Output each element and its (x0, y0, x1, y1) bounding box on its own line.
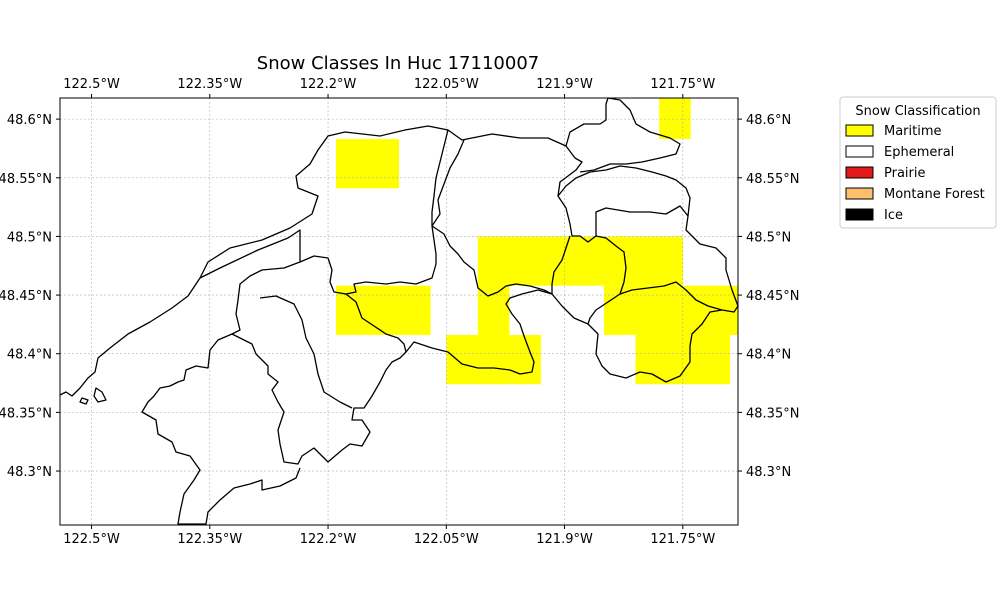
legend-entry-label: Montane Forest (884, 187, 985, 202)
legend-swatch (845, 208, 874, 221)
y-tick-label-left: 48.3°N (7, 465, 52, 480)
y-tick-label-right: 48.45°N (746, 289, 799, 304)
x-tick-label-bottom: 121.9°W (536, 532, 593, 547)
y-tick-label-right: 48.55°N (746, 172, 799, 187)
legend-swatch (845, 187, 874, 200)
maritime-cells (335, 98, 738, 385)
y-tick-label-left: 48.35°N (0, 406, 52, 421)
divide-north (431, 129, 449, 226)
legend-frame (839, 96, 997, 229)
x-tick-label-bottom: 122.35°W (177, 532, 242, 547)
x-tick-label-top: 121.9°W (536, 77, 593, 92)
gridlines (60, 98, 738, 525)
watershed-boundaries (59, 97, 739, 525)
x-tick-label-bottom: 122.2°W (300, 532, 357, 547)
islet (79, 397, 89, 405)
x-tick-label-bottom: 122.05°W (414, 532, 479, 547)
maritime-cell (659, 98, 691, 140)
maritime-cell (603, 285, 738, 335)
map-frame (59, 97, 739, 526)
legend-entries: Maritime Ephemeral Prairie Montane Forest Ic… (845, 124, 985, 223)
y-tick-label-left: 48.4°N (7, 348, 52, 363)
x-tick-label-top: 122.05°W (414, 77, 479, 92)
maritime-cell (335, 139, 399, 189)
map-title: Snow Classes In Huc 17110007 (257, 53, 539, 74)
x-tick-label-bottom: 122.5°W (63, 532, 120, 547)
y-tick-label-right: 48.35°N (746, 406, 799, 421)
basin-outline (59, 125, 739, 525)
divide-central (345, 293, 407, 353)
maritime-cell (446, 334, 541, 385)
legend: Snow Classification Maritime Ephemeral Pra… (839, 96, 997, 229)
divide-west-1 (199, 229, 301, 335)
divide-northeast-1 (557, 165, 691, 217)
x-tick-label-top: 122.35°W (177, 77, 242, 92)
divide-middle (431, 225, 553, 297)
divide-east-3 (619, 281, 723, 311)
y-tick-label-right: 48.4°N (746, 348, 791, 363)
legend-entry-label: Ephemeral (884, 145, 954, 160)
legend-entry-label: Ice (884, 208, 903, 223)
x-tick-label-top: 121.75°W (650, 77, 715, 92)
x-tick-label-top: 122.5°W (63, 77, 120, 92)
legend-entry-label: Maritime (884, 124, 942, 139)
maritime-cell (572, 236, 683, 286)
divide-west-3 (259, 295, 353, 409)
x-tick-label-top: 122.2°W (300, 77, 357, 92)
y-tick-label-left: 48.5°N (7, 230, 52, 245)
divide-west-2 (299, 139, 465, 295)
divide-east-2 (587, 235, 627, 325)
legend-swatch (845, 124, 874, 137)
y-tick-label-left: 48.55°N (0, 172, 52, 187)
legend-entry-label: Prairie (884, 166, 926, 181)
y-tick-label-right: 48.5°N (746, 230, 791, 245)
maritime-cell (477, 236, 573, 286)
y-tick-label-right: 48.6°N (746, 113, 791, 128)
divide-east-1 (551, 235, 571, 294)
divide-northeast-2 (565, 97, 681, 173)
x-tick-label-bottom: 121.75°W (650, 532, 715, 547)
legend-swatch (845, 166, 874, 179)
y-tick-label-left: 48.45°N (0, 289, 52, 304)
axis-ticks: 122.5°W 122.5°W 122.35°W 122.35°W 122.2°W 122… (0, 77, 799, 547)
legend-title: Snow Classification (855, 104, 980, 119)
y-tick-label-left: 48.6°N (7, 113, 52, 128)
y-tick-label-right: 48.3°N (746, 465, 791, 480)
island (93, 387, 107, 403)
maritime-cell (335, 285, 431, 335)
legend-swatch (845, 145, 874, 158)
